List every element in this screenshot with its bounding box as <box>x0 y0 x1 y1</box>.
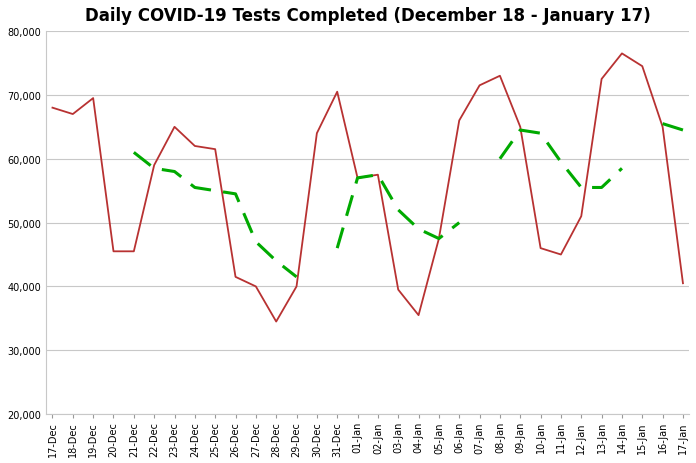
Title: Daily COVID-19 Tests Completed (December 18 - January 17): Daily COVID-19 Tests Completed (December… <box>85 7 651 25</box>
